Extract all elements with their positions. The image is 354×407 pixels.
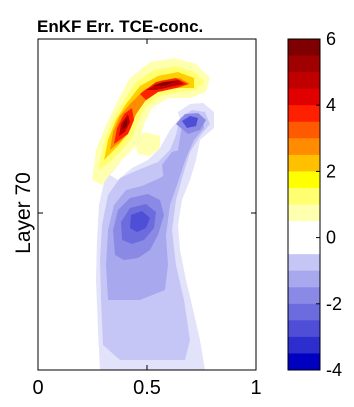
contour-level-neg-upper-2 xyxy=(182,116,198,128)
colorbar-level xyxy=(288,221,320,239)
contour-level-neg-mid xyxy=(162,150,182,180)
plot-area xyxy=(37,38,257,371)
colorbar-tick-label: 4 xyxy=(326,95,336,115)
contour-level-neg-6 xyxy=(130,211,150,232)
contour-level-pos-2 xyxy=(98,66,204,170)
colorbar-level xyxy=(288,55,320,73)
colorbar-frame xyxy=(287,38,321,371)
contour-field xyxy=(92,58,214,370)
colorbar-level xyxy=(288,270,320,288)
colorbar: 6 4 2 0 -2 -4 xyxy=(287,29,342,380)
y-axis-label: Layer 70 xyxy=(12,172,35,254)
x-tick-label: 1 xyxy=(250,377,261,399)
colorbar-level xyxy=(288,204,320,222)
colorbar-level xyxy=(288,171,320,189)
colorbar-level xyxy=(288,138,320,156)
colorbar-tick-label: 6 xyxy=(326,29,336,49)
colorbar-tick-label: -2 xyxy=(326,294,342,314)
colorbar-level xyxy=(288,154,320,172)
contour-level-pos-9 xyxy=(122,118,127,130)
colorbar-level xyxy=(288,72,320,90)
colorbar-level xyxy=(288,303,320,321)
colorbar-level xyxy=(288,39,320,57)
colorbar-level xyxy=(288,187,320,205)
colorbar-level xyxy=(288,88,320,106)
colorbar-level xyxy=(288,320,320,338)
x-tick-label: 0.5 xyxy=(133,377,161,399)
contour-level-zero-gap xyxy=(110,108,180,180)
contour-level-pos-10 xyxy=(152,81,176,86)
contour-level-pos-blob xyxy=(134,132,160,156)
x-axis: 0 0.5 1 xyxy=(32,39,262,399)
colorbar-level xyxy=(288,121,320,139)
colorbar-level xyxy=(288,353,320,371)
colorbar-tick-label: 2 xyxy=(326,161,336,181)
x-tick-label: 0 xyxy=(32,377,43,399)
colorbar-tick-label: 0 xyxy=(326,228,336,248)
colorbar-level xyxy=(288,287,320,305)
chart-title: EnKF Err. TCE-conc. xyxy=(37,17,203,36)
colorbar-tick-label: -4 xyxy=(326,360,342,380)
colorbar-level xyxy=(288,254,320,272)
colorbar-level xyxy=(288,105,320,123)
colorbar-level xyxy=(288,237,320,255)
colorbar-level xyxy=(288,336,320,354)
